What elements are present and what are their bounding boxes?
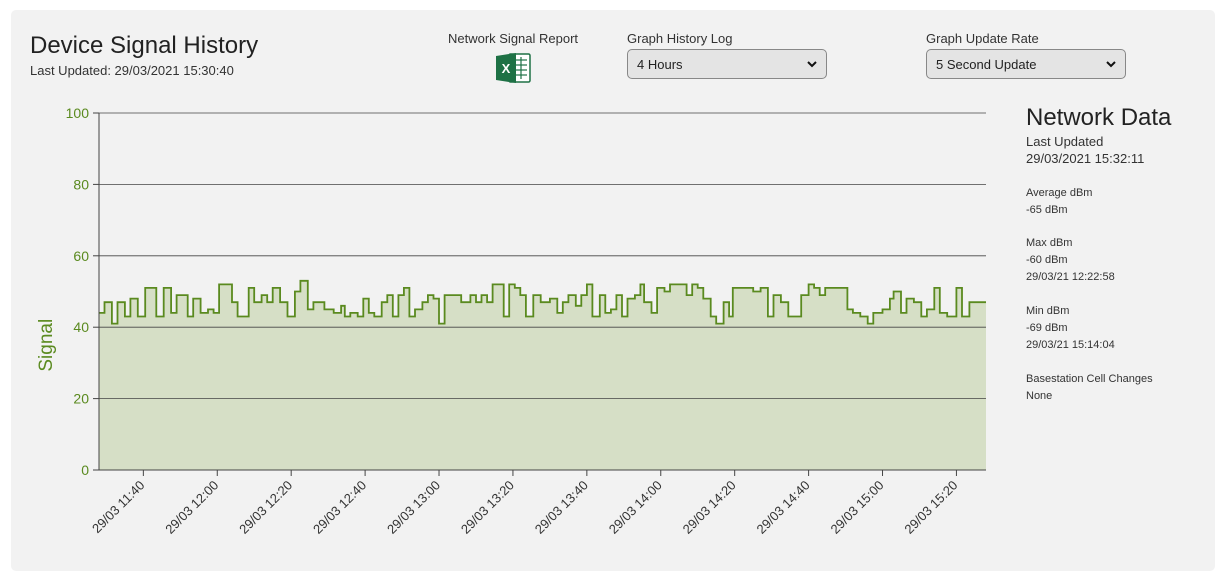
- x-tick-label: 29/03 13:00: [384, 478, 443, 537]
- last-updated: Last Updated: 29/03/2021 15:30:40: [30, 63, 234, 78]
- cell-changes-value: None: [1026, 390, 1053, 402]
- network-last-updated-label: Last Updated: [1026, 134, 1104, 149]
- x-tick-label: 29/03 14:20: [680, 478, 739, 537]
- y-tick-label: 20: [73, 391, 89, 407]
- x-tick-label: 29/03 13:20: [458, 478, 517, 537]
- history-log-select[interactable]: 4 Hours: [627, 49, 827, 79]
- average-dbm-label: Average dBm: [1026, 187, 1093, 199]
- y-axis-label: Signal: [36, 319, 57, 372]
- x-tick-label: 29/03 12:40: [310, 478, 369, 537]
- min-dbm-value: -69 dBm: [1026, 322, 1068, 334]
- rate-select-block: Graph Update Rate 5 Second Update: [926, 31, 1126, 79]
- rate-select-wrap: 5 Second Update: [926, 49, 1126, 79]
- history-select-label: Graph History Log: [627, 31, 733, 46]
- signal-area: [99, 280, 986, 470]
- page-title: Device Signal History: [30, 32, 259, 59]
- average-dbm-value: -65 dBm: [1026, 204, 1068, 216]
- x-tick-label: 29/03 12:00: [162, 478, 221, 537]
- min-dbm-stat: Min dBm -69 dBm 29/03/21 15:14:04: [1026, 303, 1115, 354]
- network-data-title: Network Data: [1026, 104, 1172, 131]
- max-dbm-stat: Max dBm -60 dBm 29/03/21 12:22:58: [1026, 235, 1115, 286]
- y-tick-label: 100: [66, 105, 90, 121]
- min-dbm-time: 29/03/21 15:14:04: [1026, 339, 1115, 351]
- max-dbm-label: Max dBm: [1026, 237, 1073, 249]
- y-tick-label: 40: [73, 319, 89, 335]
- x-tick-label: 29/03 12:20: [236, 478, 295, 537]
- y-tick-label: 80: [73, 176, 89, 192]
- report-block: Network Signal Report X: [438, 31, 588, 84]
- y-tick-label: 0: [81, 462, 89, 478]
- report-label: Network Signal Report: [447, 31, 579, 46]
- y-tick-label: 60: [73, 248, 89, 264]
- cell-changes-stat: Basestation Cell Changes None: [1026, 371, 1153, 405]
- cell-changes-label: Basestation Cell Changes: [1026, 373, 1153, 385]
- excel-icon[interactable]: X: [495, 52, 531, 84]
- history-select-wrap: 4 Hours: [627, 49, 827, 79]
- x-tick-label: 29/03 14:00: [606, 478, 665, 537]
- update-rate-select[interactable]: 5 Second Update: [926, 49, 1126, 79]
- history-select-block: Graph History Log 4 Hours: [627, 31, 827, 79]
- x-tick-label: 29/03 14:40: [754, 478, 813, 537]
- max-dbm-value: -60 dBm: [1026, 254, 1068, 266]
- x-tick-label: 29/03 15:20: [901, 478, 960, 537]
- max-dbm-time: 29/03/21 12:22:58: [1026, 271, 1115, 283]
- main-panel: [11, 10, 1215, 571]
- signal-chart: 0 20 40 60 80 100 Signal 29/03 11:40 29/03 12:00…: [36, 105, 986, 537]
- x-tick-label: 29/03 11:40: [89, 478, 147, 536]
- min-dbm-label: Min dBm: [1026, 305, 1070, 317]
- svg-text:X: X: [502, 61, 511, 76]
- x-tick-label: 29/03 13:40: [532, 478, 591, 537]
- network-last-updated-value: 29/03/2021 15:32:11: [1026, 151, 1145, 166]
- average-dbm-stat: Average dBm -65 dBm: [1026, 185, 1092, 219]
- rate-select-label: Graph Update Rate: [926, 31, 1039, 46]
- x-tick-label: 29/03 15:00: [827, 478, 886, 537]
- signal-line: [99, 279, 986, 325]
